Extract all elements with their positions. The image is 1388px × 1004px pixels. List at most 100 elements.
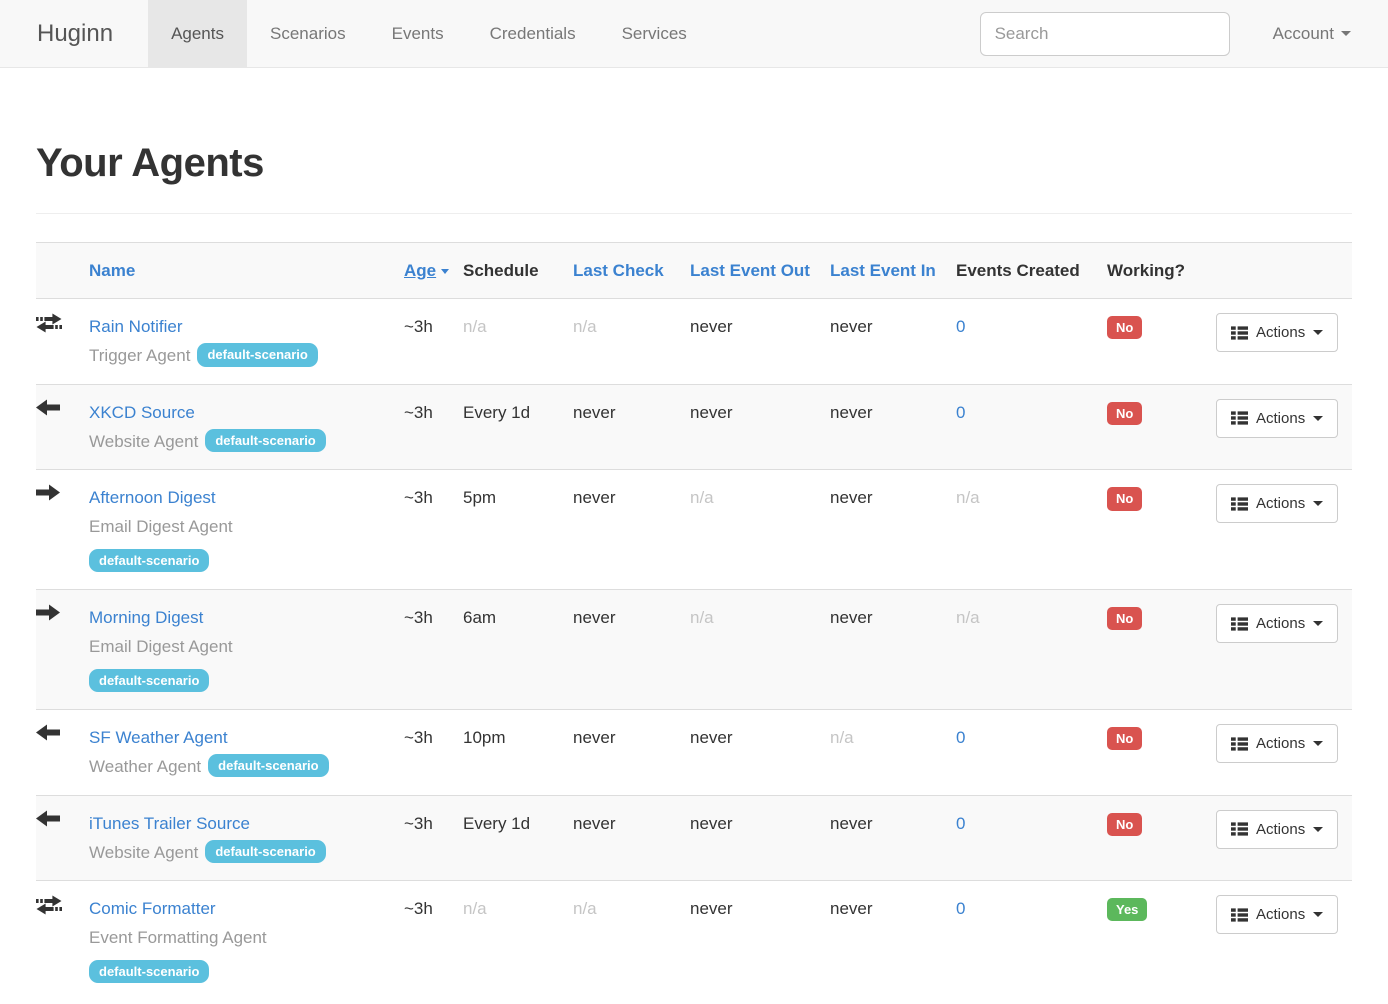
actions-button[interactable]: Actions	[1216, 724, 1339, 763]
account-menu[interactable]: Account	[1273, 24, 1351, 44]
last-event-in-cell: n/a	[830, 709, 956, 796]
last-check-cell: never	[573, 383, 690, 470]
nav-item-credentials[interactable]: Credentials	[489, 24, 576, 43]
working-badge: No	[1107, 812, 1143, 836]
table-row: SF Weather Agent Weather Agent default-sc…	[36, 709, 1352, 796]
actions-button[interactable]: Actions	[1216, 313, 1339, 353]
top-navbar: Huginn Agents Scenarios Events Credentia…	[0, 0, 1388, 68]
table-header-row: Name Age Schedule Last Check Last Event …	[36, 241, 1352, 299]
agent-name-link[interactable]: Comic Formatter	[89, 899, 216, 919]
actions-button[interactable]: Actions	[1216, 398, 1339, 438]
agent-name-link[interactable]: Rain Notifier	[89, 317, 183, 337]
navbar-right: Account	[979, 0, 1388, 67]
agent-type-label: Website Agent	[89, 431, 199, 451]
last-check-cell: never	[573, 794, 690, 881]
working-badge: Yes	[1107, 898, 1148, 922]
events-created-link[interactable]: 0	[956, 813, 966, 833]
actions-cell: Actions	[1216, 298, 1352, 385]
age-cell: ~3h	[404, 709, 463, 796]
scenario-badge[interactable]: default-scenario	[208, 754, 329, 778]
main-nav: Agents Scenarios Events Credentials Serv…	[148, 0, 710, 67]
last-event-out-cell: never	[690, 383, 830, 470]
events-created-link[interactable]: 0	[956, 728, 966, 747]
scenario-badge[interactable]: default-scenario	[205, 839, 326, 864]
chevron-down-icon	[1313, 415, 1324, 421]
events-created-link[interactable]: 0	[956, 899, 966, 919]
events-created-link[interactable]: 0	[956, 317, 966, 337]
agent-name-link[interactable]: Afternoon Digest	[89, 488, 216, 508]
scenario-badge[interactable]: default-scenario	[205, 428, 326, 453]
actions-button-label: Actions	[1256, 820, 1306, 838]
last-event-out-cell: n/a	[690, 469, 830, 590]
sort-last-event-in-link[interactable]: Last Event In	[830, 261, 936, 280]
list-icon	[1231, 736, 1248, 751]
actions-button-label: Actions	[1256, 324, 1306, 342]
sort-age-link[interactable]: Age	[404, 261, 437, 280]
list-icon	[1231, 411, 1248, 425]
working-cell: Yes	[1107, 880, 1216, 1000]
agent-name-link[interactable]: XKCD Source	[89, 402, 195, 422]
chevron-down-icon	[1313, 826, 1324, 832]
agent-type-label: Event Formatting Agent	[89, 928, 267, 948]
nav-item-services[interactable]: Services	[621, 24, 687, 43]
agent-name-link[interactable]: Morning Digest	[89, 608, 204, 628]
last-check-cell: never	[573, 589, 690, 710]
direction-cell	[36, 709, 89, 796]
actions-cell: Actions	[1216, 469, 1352, 590]
direction-cell	[36, 589, 89, 710]
header-last-check: Last Check	[573, 241, 690, 299]
actions-button[interactable]: Actions	[1216, 809, 1339, 849]
last-event-out-cell: never	[690, 794, 830, 881]
header-last-event-out: Last Event Out	[690, 241, 830, 299]
name-cell: Afternoon Digest Email Digest Agent defau…	[89, 469, 404, 590]
name-cell: Rain Notifier Trigger Agent default-scena…	[89, 298, 404, 385]
actions-button[interactable]: Actions	[1216, 484, 1339, 524]
name-cell: Morning Digest Email Digest Agent default…	[89, 589, 404, 710]
actions-cell: Actions	[1216, 709, 1352, 796]
last-event-out-cell: n/a	[690, 589, 830, 710]
chevron-down-icon	[1313, 912, 1324, 918]
actions-cell: Actions	[1216, 794, 1352, 881]
brand-link[interactable]: Huginn	[37, 20, 114, 47]
list-icon	[1231, 617, 1248, 631]
scenario-badge[interactable]: default-scenario	[89, 548, 210, 573]
sort-desc-icon	[441, 269, 450, 274]
nav-item-events[interactable]: Events	[391, 24, 444, 43]
schedule-cell: n/a	[463, 298, 573, 385]
sort-last-event-out-link[interactable]: Last Event Out	[690, 261, 810, 280]
header-schedule: Schedule	[463, 241, 573, 299]
agent-name-link[interactable]: SF Weather Agent	[89, 728, 228, 747]
scenario-badge[interactable]: default-scenario	[197, 343, 318, 367]
working-badge: No	[1107, 401, 1143, 426]
direction-cell	[36, 794, 89, 881]
agent-type-label: Email Digest Agent	[89, 517, 233, 537]
search-input[interactable]	[979, 11, 1230, 56]
sort-last-check-link[interactable]: Last Check	[573, 261, 664, 280]
age-cell: ~3h	[404, 298, 463, 385]
header-icon	[36, 241, 89, 299]
scenario-badge[interactable]: default-scenario	[89, 668, 210, 692]
agent-type-label: Website Agent	[89, 842, 199, 862]
actions-button[interactable]: Actions	[1216, 895, 1339, 935]
working-cell: No	[1107, 794, 1216, 881]
direction-cell	[36, 383, 89, 470]
table-row: XKCD Source Website Agent default-scenari…	[36, 383, 1352, 470]
actions-button[interactable]: Actions	[1216, 604, 1339, 644]
chevron-down-icon	[1313, 330, 1324, 336]
events-created-cell: 0	[956, 794, 1107, 881]
sort-name-link[interactable]: Name	[89, 261, 136, 280]
events-created-cell: 0	[956, 880, 1107, 1000]
list-icon	[1231, 822, 1248, 836]
schedule-cell: 10pm	[463, 709, 573, 796]
nav-item-scenarios[interactable]: Scenarios	[270, 24, 346, 43]
last-event-out-cell: never	[690, 709, 830, 796]
arrow-right-icon	[36, 484, 81, 501]
page-title: Your Agents	[36, 141, 264, 185]
scenario-badge[interactable]: default-scenario	[89, 959, 210, 983]
schedule-cell: 6am	[463, 589, 573, 710]
nav-item-agents[interactable]: Agents	[148, 0, 247, 67]
agent-name-link[interactable]: iTunes Trailer Source	[89, 813, 250, 833]
working-cell: No	[1107, 383, 1216, 470]
working-cell: No	[1107, 298, 1216, 385]
events-created-link[interactable]: 0	[956, 402, 966, 422]
